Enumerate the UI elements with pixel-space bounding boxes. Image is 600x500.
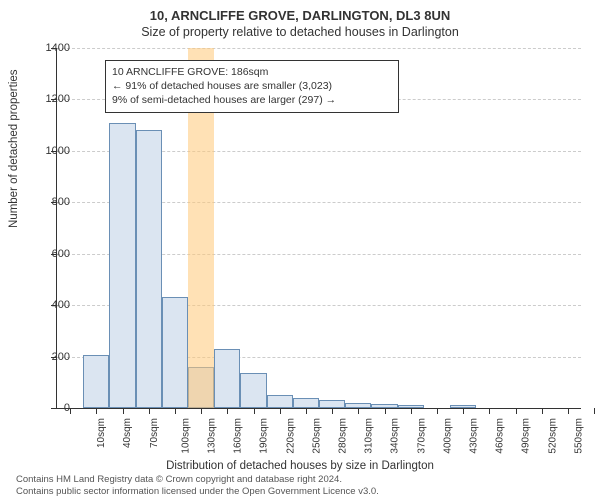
x-tick-label: 460sqm (495, 418, 506, 454)
y-tick-label: 200 (30, 351, 70, 363)
annotation-line: ← 91% of detached houses are smaller (3,… (112, 79, 392, 93)
y-tick-label: 0 (30, 402, 70, 414)
x-tick (489, 408, 490, 414)
x-tick (96, 408, 97, 414)
x-tick (358, 408, 359, 414)
y-tick-label: 1200 (30, 93, 70, 105)
annotation-box: 10 ARNCLIFFE GROVE: 186sqm← 91% of detac… (105, 60, 399, 113)
x-tick-label: 250sqm (311, 418, 322, 454)
annotation-line: 9% of semi-detached houses are larger (2… (112, 93, 392, 107)
x-tick-label: 190sqm (259, 418, 270, 454)
histogram-bar (319, 400, 345, 408)
x-tick (594, 408, 595, 414)
histogram-bar (293, 398, 319, 408)
footer-line: Contains public sector information licen… (16, 486, 379, 498)
x-tick-label: 520sqm (547, 418, 558, 454)
y-tick-label: 1000 (30, 145, 70, 157)
histogram-bar (83, 355, 109, 408)
x-tick-label: 130sqm (206, 418, 217, 454)
x-tick (123, 408, 124, 414)
histogram-bar (267, 395, 293, 408)
y-tick-label: 800 (30, 196, 70, 208)
x-tick-label: 100sqm (180, 418, 191, 454)
histogram-bar (240, 373, 266, 408)
x-tick (254, 408, 255, 414)
x-tick-label: 310sqm (364, 418, 375, 454)
x-tick-label: 400sqm (442, 418, 453, 454)
x-tick (149, 408, 150, 414)
footer-attribution: Contains HM Land Registry data © Crown c… (16, 474, 379, 498)
chart-container: 10, ARNCLIFFE GROVE, DARLINGTON, DL3 8UN… (0, 0, 600, 500)
histogram-bar (136, 130, 162, 408)
x-tick-label: 340sqm (390, 418, 401, 454)
y-tick-label: 1400 (30, 42, 70, 54)
annotation-line: 10 ARNCLIFFE GROVE: 186sqm (112, 65, 392, 79)
x-tick-label: 370sqm (416, 418, 427, 454)
title-main: 10, ARNCLIFFE GROVE, DARLINGTON, DL3 8UN (0, 0, 600, 23)
x-tick (306, 408, 307, 414)
y-axis-title: Number of detached properties (8, 69, 20, 228)
x-tick-label: 430sqm (468, 418, 479, 454)
histogram-bar (214, 349, 240, 408)
x-tick (385, 408, 386, 414)
x-tick (542, 408, 543, 414)
footer-line: Contains HM Land Registry data © Crown c… (16, 474, 379, 486)
x-tick-label: 10sqm (96, 418, 107, 448)
x-tick-label: 550sqm (573, 418, 584, 454)
x-tick (437, 408, 438, 414)
x-tick (568, 408, 569, 414)
grid-line (57, 48, 581, 49)
x-tick-label: 40sqm (122, 418, 133, 448)
chart-plot-area: 10 ARNCLIFFE GROVE: 186sqm← 91% of detac… (56, 48, 581, 409)
y-tick-label: 600 (30, 248, 70, 260)
x-tick-label: 280sqm (337, 418, 348, 454)
x-tick-label: 220sqm (285, 418, 296, 454)
x-tick (332, 408, 333, 414)
x-tick (70, 408, 71, 414)
histogram-bar (109, 123, 135, 408)
x-tick (280, 408, 281, 414)
title-sub: Size of property relative to detached ho… (0, 23, 600, 39)
x-tick (201, 408, 202, 414)
x-tick (175, 408, 176, 414)
histogram-bar (162, 297, 188, 408)
x-tick (516, 408, 517, 414)
x-axis-title: Distribution of detached houses by size … (0, 460, 600, 472)
x-tick-label: 160sqm (233, 418, 244, 454)
x-tick (463, 408, 464, 414)
x-tick-label: 70sqm (149, 418, 160, 448)
x-tick (227, 408, 228, 414)
x-tick (411, 408, 412, 414)
y-tick-label: 400 (30, 299, 70, 311)
x-tick-label: 490sqm (521, 418, 532, 454)
